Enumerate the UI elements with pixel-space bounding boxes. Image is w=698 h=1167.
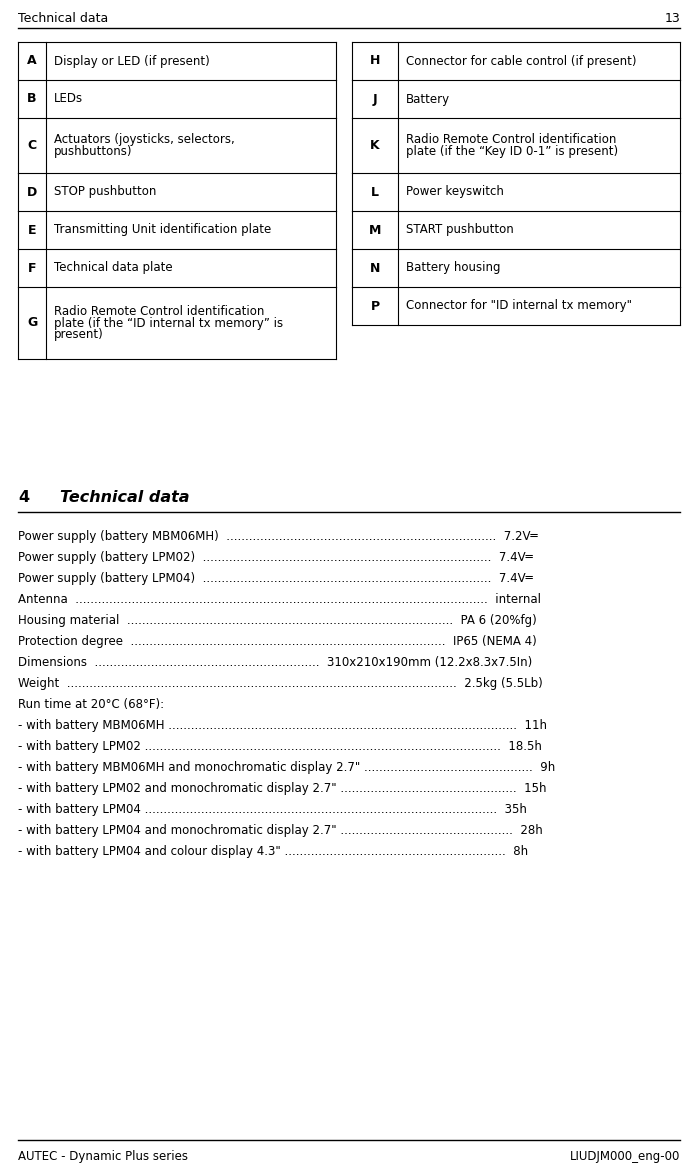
Text: - with battery LPM04 and colour display 4.3" ...................................: - with battery LPM04 and colour display …	[18, 845, 528, 858]
Text: Connector for "ID internal tx memory": Connector for "ID internal tx memory"	[406, 300, 632, 313]
Text: Radio Remote Control identification: Radio Remote Control identification	[406, 133, 616, 146]
Text: Protection degree  .............................................................: Protection degree ......................…	[18, 635, 537, 648]
Text: plate (if the “Key ID 0-1” is present): plate (if the “Key ID 0-1” is present)	[406, 145, 618, 158]
Text: Dimensions  ............................................................  310x21: Dimensions .............................…	[18, 656, 533, 669]
Text: B: B	[27, 92, 37, 105]
Text: Actuators (joysticks, selectors,: Actuators (joysticks, selectors,	[54, 133, 235, 146]
Text: D: D	[27, 186, 37, 198]
Text: Technical data: Technical data	[18, 12, 108, 25]
Text: G: G	[27, 316, 37, 329]
Text: Weight  ........................................................................: Weight .................................…	[18, 677, 543, 690]
Text: - with battery LPM02 and monochromatic display 2.7" ............................: - with battery LPM02 and monochromatic d…	[18, 782, 547, 795]
Text: STOP pushbutton: STOP pushbutton	[54, 186, 156, 198]
Text: P: P	[371, 300, 380, 313]
Text: Power supply (battery LPM04)  ..................................................: Power supply (battery LPM04) ...........…	[18, 572, 533, 585]
Text: F: F	[28, 261, 36, 274]
Text: Battery: Battery	[406, 92, 450, 105]
Text: E: E	[28, 224, 36, 237]
Text: M: M	[369, 224, 381, 237]
Text: - with battery LPM04 and monochromatic display 2.7" ............................: - with battery LPM04 and monochromatic d…	[18, 824, 543, 837]
Text: 13: 13	[664, 12, 680, 25]
Text: Power keyswitch: Power keyswitch	[406, 186, 504, 198]
Text: - with battery LPM02 ...........................................................: - with battery LPM02 ...................…	[18, 740, 542, 753]
Text: Display or LED (if present): Display or LED (if present)	[54, 55, 210, 68]
Text: - with battery MBM06MH .........................................................: - with battery MBM06MH .................…	[18, 719, 547, 732]
Text: Battery housing: Battery housing	[406, 261, 500, 274]
Text: plate (if the “ID internal tx memory” is: plate (if the “ID internal tx memory” is	[54, 316, 283, 329]
Text: Technical data plate: Technical data plate	[54, 261, 172, 274]
Text: N: N	[370, 261, 380, 274]
Text: AUTEC - Dynamic Plus series: AUTEC - Dynamic Plus series	[18, 1149, 188, 1163]
Text: - with battery MBM06MH and monochromatic display 2.7" ..........................: - with battery MBM06MH and monochromatic…	[18, 761, 555, 774]
Text: Technical data: Technical data	[60, 490, 189, 505]
Text: Connector for cable control (if present): Connector for cable control (if present)	[406, 55, 637, 68]
Text: A: A	[27, 55, 37, 68]
Text: Power supply (battery LPM02)  ..................................................: Power supply (battery LPM02) ...........…	[18, 551, 533, 564]
Text: Radio Remote Control identification: Radio Remote Control identification	[54, 305, 265, 319]
Text: - with battery LPM04 ...........................................................: - with battery LPM04 ...................…	[18, 803, 527, 816]
Text: H: H	[370, 55, 380, 68]
Text: C: C	[27, 139, 36, 152]
Text: LIUDJM000_eng-00: LIUDJM000_eng-00	[570, 1149, 680, 1163]
Text: Antenna  .......................................................................: Antenna ................................…	[18, 593, 541, 606]
Text: LEDs: LEDs	[54, 92, 83, 105]
Text: Transmitting Unit identification plate: Transmitting Unit identification plate	[54, 224, 272, 237]
Text: Run time at 20°C (68°F):: Run time at 20°C (68°F):	[18, 698, 164, 711]
Text: Housing material  ..............................................................: Housing material .......................…	[18, 614, 537, 627]
Text: START pushbutton: START pushbutton	[406, 224, 514, 237]
Text: L: L	[371, 186, 379, 198]
Text: K: K	[370, 139, 380, 152]
Text: pushbuttons): pushbuttons)	[54, 145, 133, 158]
Text: 4: 4	[18, 490, 29, 505]
Text: J: J	[373, 92, 378, 105]
Text: present): present)	[54, 328, 104, 341]
Text: Power supply (battery MBM06MH)  ................................................: Power supply (battery MBM06MH) .........…	[18, 530, 537, 543]
